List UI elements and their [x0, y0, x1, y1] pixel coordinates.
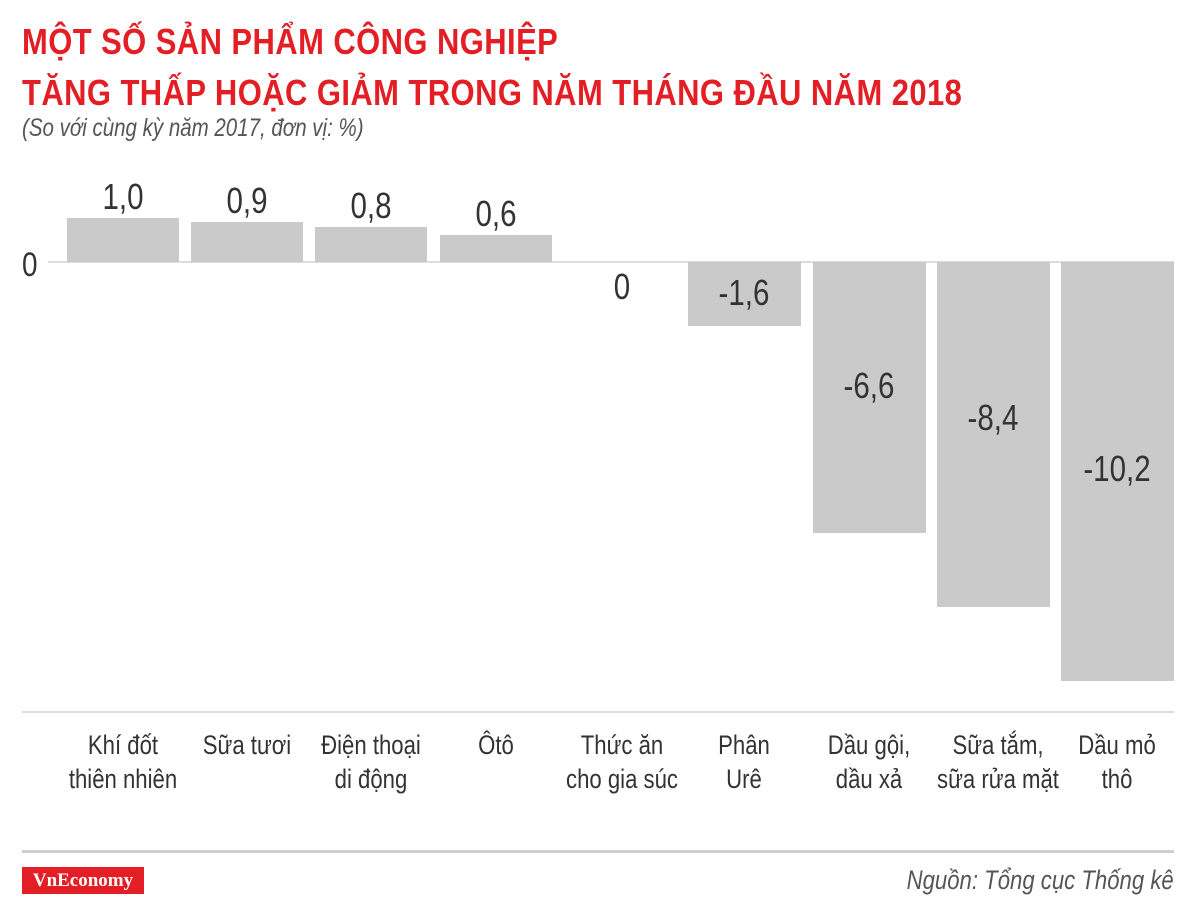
category-label: Dầu mỏ thô	[1078, 730, 1156, 794]
bar-khi-dot	[67, 218, 179, 262]
category-label: Khí đốt thiên nhiên	[68, 730, 178, 794]
value-label: 0,6	[475, 193, 517, 234]
y-axis-zero-label: 0	[22, 246, 38, 284]
value-label: -1,6	[718, 272, 770, 313]
bar-dau-goi	[813, 262, 926, 533]
vneconomy-logo: VnEconomy	[22, 867, 144, 894]
value-label: -10,2	[1083, 448, 1151, 489]
category-label: Điện thoại di động	[321, 730, 421, 794]
category-label: Ôtô	[478, 730, 514, 760]
chart-title-line2: TĂNG THẤP HOẶC GIẢM TRONG NĂM THÁNG ĐẦU …	[22, 72, 963, 113]
value-label: 0	[613, 266, 631, 307]
zero-axis-line	[48, 261, 1174, 263]
value-label: -6,6	[843, 365, 895, 406]
bar-sua-tuoi	[191, 222, 303, 262]
category-label: Dầu gội, dầu xả	[827, 730, 911, 794]
category-label: Sữa tươi	[202, 730, 292, 760]
bar-sua-tam	[937, 262, 1050, 607]
value-label: 1,0	[102, 176, 144, 217]
category-axis-line	[22, 711, 1174, 713]
value-label: 0,9	[226, 180, 268, 221]
category-label: Thức ăn cho gia súc	[565, 730, 679, 794]
value-label: -8,4	[967, 397, 1019, 438]
bar-dau-mo	[1061, 262, 1174, 681]
bar-oto	[440, 235, 552, 262]
footer-divider	[22, 850, 1174, 853]
bar-phan-ure	[688, 262, 801, 326]
bar-dien-thoai	[315, 227, 427, 262]
category-label: Phân Urê	[718, 730, 770, 794]
chart-title-line1: MỘT SỐ SẢN PHẨM CÔNG NGHIỆP	[22, 21, 559, 62]
value-label: 0,8	[350, 185, 392, 226]
source-note: Nguồn: Tổng cục Thống kê	[906, 865, 1174, 895]
category-label: Sữa tắm, sữa rửa mặt	[937, 730, 1059, 794]
chart-subtitle: (So với cùng kỳ năm 2017, đơn vị: %)	[22, 114, 364, 142]
